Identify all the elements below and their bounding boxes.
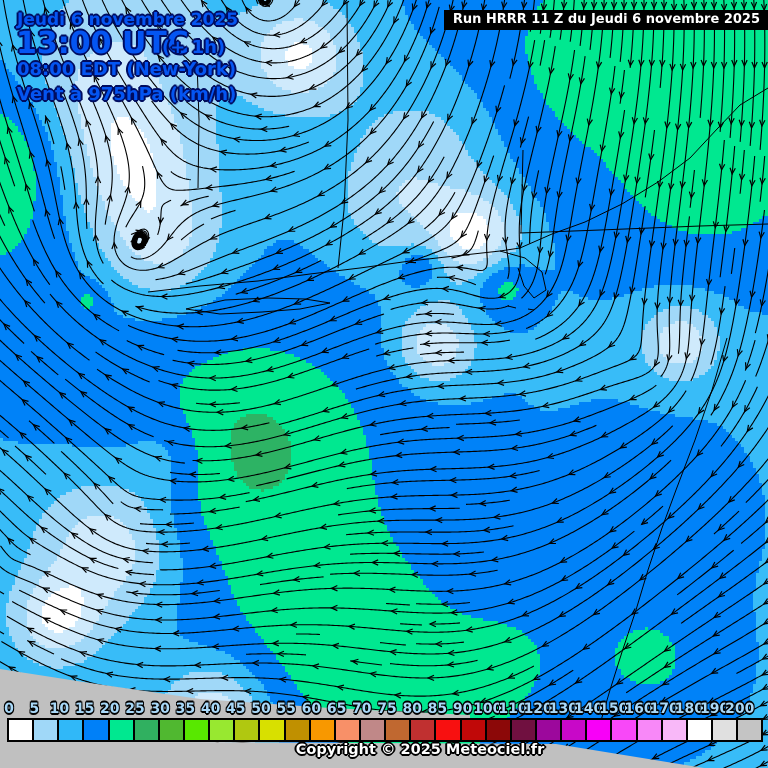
legend-cell-190	[712, 720, 737, 740]
legend-cell-30	[159, 720, 183, 740]
legend-cell-20	[109, 720, 133, 740]
legend-cell-0	[9, 720, 33, 740]
legend-tick-120: 120	[523, 701, 553, 717]
legend-tick-15: 15	[74, 701, 95, 717]
legend-cell-70	[360, 720, 385, 740]
legend-cell-55	[285, 720, 309, 740]
copyright-label: Copyright © 2025 Meteociel.fr	[295, 742, 545, 758]
legend-tick-85: 85	[427, 701, 448, 717]
legend-tick-0: 0	[4, 701, 14, 717]
legend-tick-160: 160	[624, 701, 654, 717]
time-offset-label: (+ 1h)	[162, 37, 226, 58]
local-time-label: 08:00 EDT (New-York)	[17, 59, 237, 80]
legend-color-scale	[7, 718, 763, 742]
legend-tick-50: 50	[251, 701, 271, 717]
legend-tick-55: 55	[276, 701, 296, 717]
legend-cell-130	[562, 720, 586, 740]
legend-cell-180	[687, 720, 711, 740]
legend-tick-150: 150	[599, 701, 629, 717]
legend-cell-100	[486, 720, 510, 740]
legend-tick-170: 170	[649, 701, 679, 717]
legend-cell-25	[134, 720, 158, 740]
legend-cell-150	[612, 720, 636, 740]
legend-cell-160	[637, 720, 661, 740]
legend-tick-5: 5	[29, 701, 40, 717]
legend-cell-10	[59, 720, 83, 740]
legend-cell-140	[587, 720, 611, 740]
legend-cell-50	[260, 720, 284, 740]
legend-tick-100: 100	[473, 701, 503, 717]
legend-cell-85	[436, 720, 460, 740]
legend-cell-5	[34, 720, 58, 740]
legend-tick-130: 130	[548, 701, 579, 717]
legend-tick-10: 10	[49, 701, 70, 717]
legend-tick-35: 35	[175, 701, 196, 717]
legend-cell-110	[511, 720, 535, 740]
legend-cell-90	[461, 720, 485, 740]
legend-scale-labels: 0 5 10 15 20 25 30 35 40 45 50 55 60 65 70 75 80 85 90 100 1…	[0, 701, 768, 717]
legend-cell-60	[310, 720, 334, 740]
legend-tick-180: 180	[674, 701, 705, 717]
legend-tick-190: 190	[699, 701, 730, 717]
legend-cell-75	[386, 720, 410, 740]
legend-cell-15	[84, 720, 108, 740]
utc-time-label: 13:00 UTC	[16, 26, 189, 61]
legend-tick-80: 80	[402, 701, 422, 717]
legend-tick-45: 45	[226, 701, 246, 717]
model-run-banner: Run HRRR 11 Z du Jeudi 6 novembre 2025	[443, 10, 768, 30]
legend-tick-30: 30	[150, 701, 170, 717]
legend-tick-25: 25	[125, 701, 145, 717]
legend-tick-20: 20	[100, 701, 120, 717]
legend-tick-110: 110	[498, 701, 528, 717]
legend-tick-60: 60	[301, 701, 322, 717]
legend-cell-120	[536, 720, 561, 740]
legend-cell-65	[335, 720, 359, 740]
legend-background-strip-left	[0, 717, 9, 743]
legend-cell-40	[210, 720, 234, 740]
legend-tick-200: 200	[725, 701, 755, 717]
variable-label: Vent à 975hPa (km/h)	[17, 84, 237, 105]
legend-tick-40: 40	[200, 701, 221, 717]
legend-tick-140: 140	[573, 701, 604, 717]
legend-cell-80	[411, 720, 435, 740]
legend-cell-170	[662, 720, 686, 740]
legend-tick-90: 90	[452, 701, 473, 717]
legend-tick-65: 65	[326, 701, 347, 717]
legend-tick-70: 70	[352, 701, 372, 717]
legend-cell-45	[235, 720, 259, 740]
date-label: Jeudi 6 novembre 2025	[17, 10, 239, 30]
legend-cell-200	[738, 720, 762, 740]
legend-tick-75: 75	[377, 701, 397, 717]
legend-cell-35	[184, 720, 209, 740]
